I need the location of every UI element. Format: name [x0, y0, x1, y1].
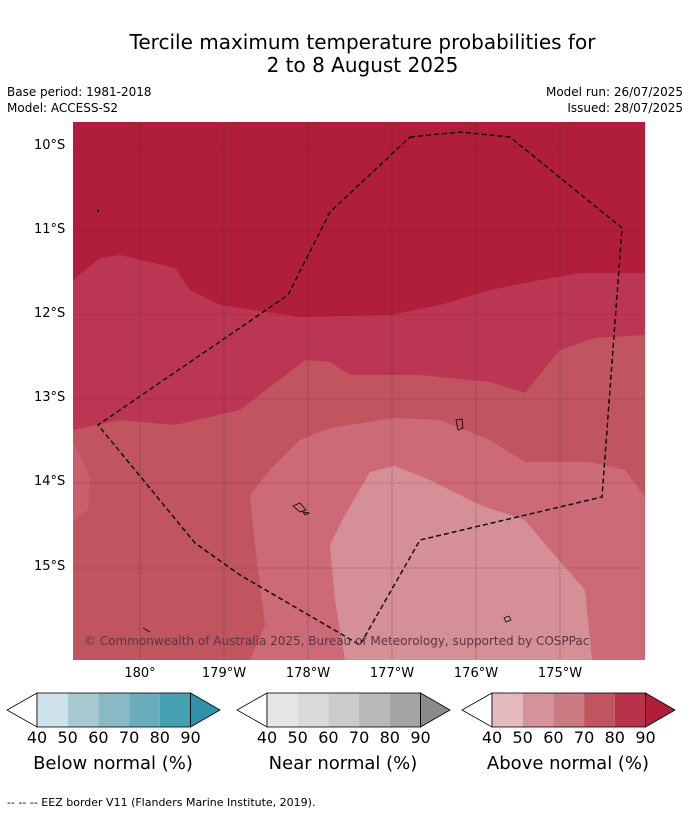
legend-above-label: Above normal (%) — [486, 753, 650, 774]
below-swatch-60 — [98, 693, 130, 727]
below-tick-90: 90 — [180, 728, 201, 747]
legend-near-label: Near normal (%) — [268, 753, 418, 774]
above-swatch-70 — [584, 693, 615, 727]
model-name: Model: ACCESS-S2 — [7, 101, 119, 115]
copyright-notice: © Commonwealth of Australia 2025, Bureau… — [84, 634, 590, 648]
above-tick-90: 90 — [635, 728, 656, 747]
below-swatch-40 — [37, 693, 68, 727]
title-line-2: 2 to 8 August 2025 — [266, 53, 459, 77]
below-tick-50: 50 — [57, 728, 78, 747]
below-tick-40: 40 — [26, 728, 48, 747]
near-swatch-40 — [267, 693, 298, 727]
above-swatch-60 — [553, 693, 585, 727]
lon-label-177w: 177°W — [369, 666, 415, 681]
below-arrow-high — [190, 692, 221, 728]
near-swatch-60 — [328, 693, 360, 727]
graticule — [73, 122, 645, 660]
island-sw-reef — [142, 627, 151, 633]
lat-label-15s: 15°S — [34, 559, 66, 574]
legend-below-label: Below normal (%) — [33, 753, 193, 774]
probability-field — [73, 122, 645, 660]
island-speck — [96, 209, 100, 213]
near-tick-80: 80 — [379, 728, 400, 747]
above-swatch-80 — [614, 693, 646, 727]
legend-above — [461, 692, 676, 728]
band-small-patch — [73, 440, 90, 520]
near-tick-50: 50 — [287, 728, 308, 747]
near-arrow-high — [420, 692, 451, 728]
below-swatch-50 — [67, 693, 99, 727]
near-swatch-80 — [389, 693, 421, 727]
above-frame — [491, 692, 646, 728]
legend-near — [236, 692, 451, 728]
near-tick-70: 70 — [348, 728, 370, 747]
near-tick-90: 90 — [410, 728, 431, 747]
meta-right: Model run: 26/07/2025 Issued: 28/07/2025 — [546, 84, 683, 116]
band-90-plus — [73, 122, 645, 317]
above-tick-60: 60 — [543, 728, 564, 747]
above-swatch-40 — [492, 693, 523, 727]
lon-label-180: 180° — [124, 666, 156, 681]
near-arrow-low — [236, 692, 268, 728]
lat-label-12s: 12°S — [34, 306, 66, 321]
above-tick-80: 80 — [604, 728, 625, 747]
below-swatch-80 — [159, 693, 191, 727]
model-run: Model run: 26/07/2025 — [545, 85, 683, 99]
lon-label-178w: 178°W — [285, 666, 331, 681]
island-wallis — [292, 502, 307, 513]
near-tick-40: 40 — [256, 728, 278, 747]
above-swatch-50 — [522, 693, 554, 727]
islands — [96, 209, 512, 633]
lon-label-179w: 179°W — [201, 666, 247, 681]
near-swatch-70 — [359, 693, 390, 727]
meta-left: Base period: 1981-2018 Model: ACCESS-S2 — [7, 84, 152, 116]
above-tick-70: 70 — [573, 728, 595, 747]
lon-label-175w: 175°W — [537, 666, 583, 681]
island-wallis-2 — [302, 511, 311, 516]
lon-label-176w: 176°W — [453, 666, 499, 681]
above-tick-40: 40 — [481, 728, 503, 747]
title-line-1: Tercile maximum temperature probabilitie… — [129, 30, 596, 54]
eez-footnote: -- -- -- EEZ border V11 (Flanders Marine… — [7, 796, 316, 809]
legend-below — [6, 692, 221, 728]
above-arrow-low — [461, 692, 493, 728]
below-tick-80: 80 — [149, 728, 170, 747]
near-swatch-50 — [297, 693, 329, 727]
above-tick-50: 50 — [512, 728, 533, 747]
below-frame — [36, 692, 191, 728]
island-small-east — [503, 615, 512, 623]
below-swatch-70 — [129, 693, 160, 727]
lat-label-11s: 11°S — [34, 222, 66, 237]
base-period: Base period: 1981-2018 — [7, 85, 152, 99]
lat-label-10s: 10°S — [34, 138, 66, 153]
issued-date: Issued: 28/07/2025 — [567, 101, 683, 115]
below-tick-70: 70 — [118, 728, 140, 747]
eez-border — [96, 131, 623, 646]
lat-label-14s: 14°S — [34, 474, 66, 489]
near-frame — [266, 692, 421, 728]
near-tick-60: 60 — [318, 728, 339, 747]
chart-title: Tercile maximum temperature probabilitie… — [0, 31, 690, 77]
band-50-60 — [330, 466, 592, 660]
below-tick-60: 60 — [88, 728, 109, 747]
above-arrow-high — [645, 692, 676, 728]
island-niuafoou — [455, 418, 464, 431]
lat-label-13s: 13°S — [34, 390, 66, 405]
below-arrow-low — [6, 692, 38, 728]
